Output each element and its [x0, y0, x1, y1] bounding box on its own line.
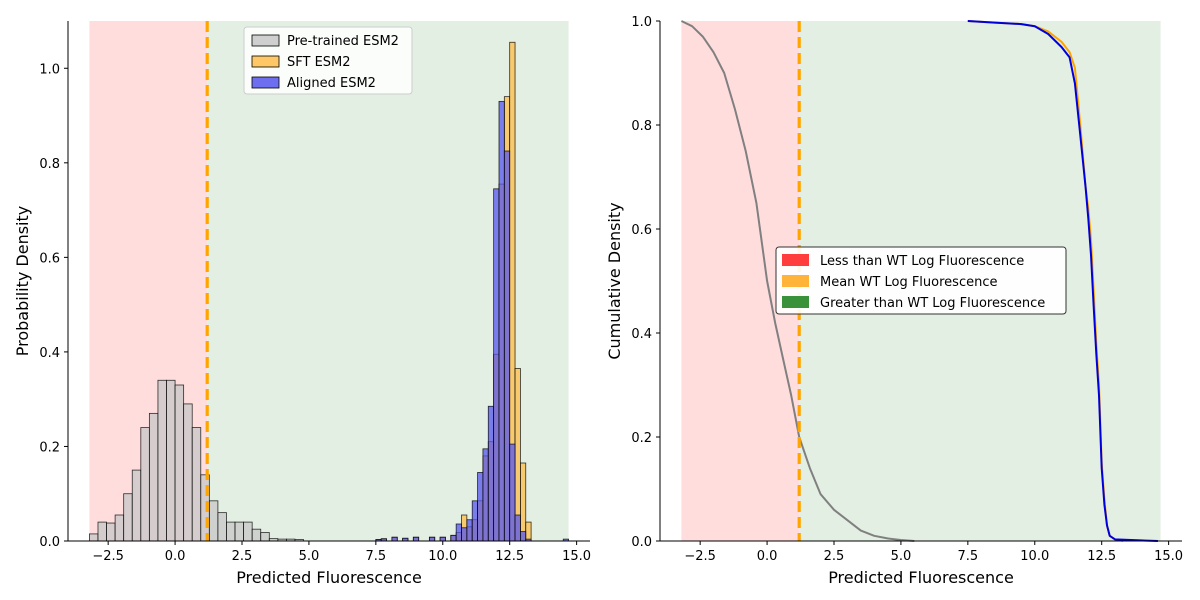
legend-swatch	[251, 55, 280, 68]
cumulative-panel: 0.0 0.2 0.4 0.6 0.8 1.0 −2.5 0.0 2.5 5.0 7.5 10.0 12…	[605, 15, 1183, 587]
y-tick-label: 0.4	[39, 346, 60, 361]
y-tick-label: 1.0	[39, 62, 60, 77]
y-axis-label: Cumulative Density	[605, 202, 624, 359]
legend-swatch	[251, 76, 280, 89]
x-tick-label: 5.0	[891, 549, 912, 564]
x-tick-label: 12.5	[495, 549, 524, 564]
y-tick-label: 0.0	[631, 535, 652, 550]
histogram-bar	[106, 522, 116, 542]
histogram-bar	[89, 533, 99, 542]
histogram-bar	[131, 469, 142, 542]
y-axis-label: Probability Density	[13, 206, 32, 357]
x-tick-label: 0.0	[165, 549, 186, 564]
histogram-panel: 0.0 0.2 0.4 0.6 0.8 1.0 −2.5 0.0 2.5 5.0 7.5 10.0 12…	[13, 21, 591, 587]
legend-frame	[775, 246, 1067, 315]
x-tick-label: 0.0	[757, 549, 778, 564]
histogram-bar	[140, 427, 150, 542]
histogram-bar	[243, 521, 253, 542]
legend-label: Mean WT Log Fluorescence	[820, 275, 997, 290]
histogram-bar	[260, 532, 270, 542]
histogram-bar	[439, 536, 446, 542]
y-tick-label: 0.8	[631, 119, 652, 134]
legend: Less than WT Log Fluorescence Mean WT Log…	[775, 246, 1067, 315]
histogram-bar	[412, 536, 420, 542]
y-tick-label: 0.0	[39, 535, 60, 550]
x-tick-label: 10.0	[1020, 549, 1049, 564]
histogram-bar	[477, 472, 484, 542]
histogram-bar	[498, 100, 505, 542]
histogram-bar	[461, 527, 468, 542]
histogram-bar	[217, 512, 227, 542]
histogram-bar	[471, 500, 478, 542]
x-axis-label: Predicted Fluorescence	[828, 568, 1014, 587]
x-tick-label: 12.5	[1087, 549, 1116, 564]
x-tick-label: 15.0	[1154, 549, 1183, 564]
x-axis-label: Predicted Fluorescence	[236, 568, 422, 587]
histogram-bar	[114, 514, 125, 542]
histogram-bar	[391, 536, 398, 542]
histogram-bar	[157, 379, 167, 542]
y-tick-label: 0.2	[39, 440, 60, 455]
histogram-bar	[234, 521, 245, 542]
histogram-bar	[208, 500, 219, 542]
x-tick-label: 10.0	[428, 549, 457, 564]
x-tick-label: 5.0	[299, 549, 320, 564]
x-tick-label: 15.0	[562, 549, 591, 564]
y-tick-label: 1.0	[631, 15, 652, 30]
histogram-bar	[520, 462, 527, 542]
cdf-line-pre-trained-esm2	[680, 20, 915, 542]
cdf-line-aligned-esm2	[967, 20, 1158, 542]
legend: Pre-trained ESM2 SFT ESM2 Aligned ESM2	[243, 26, 413, 95]
legend-swatch	[782, 275, 809, 287]
legend-label: SFT ESM2	[287, 55, 351, 70]
histogram-bar	[428, 536, 436, 542]
y-tick-label: 0.4	[631, 327, 652, 342]
y-tick-label: 0.2	[631, 431, 652, 446]
histogram-bar	[520, 531, 527, 542]
y-tick-label: 0.6	[39, 251, 60, 266]
histogram-bar	[166, 379, 176, 542]
histogram-bar	[455, 523, 462, 542]
histogram-bar	[251, 528, 262, 542]
histogram-bar	[148, 412, 159, 542]
legend-frame	[243, 26, 413, 95]
y-tick-label: 0.6	[631, 223, 652, 238]
histogram-bar	[97, 521, 107, 542]
histogram-bar	[514, 514, 521, 542]
x-tick-label: 7.5	[366, 549, 387, 564]
x-tick-label: 2.5	[824, 549, 845, 564]
histogram-bar	[183, 403, 193, 542]
histogram-bar	[191, 427, 202, 542]
legend-swatch	[782, 296, 809, 308]
histogram-bar	[226, 521, 236, 542]
histogram-bar	[174, 384, 185, 542]
legend-label: Pre-trained ESM2	[287, 34, 399, 49]
histogram-bar	[503, 150, 511, 542]
histogram-bar	[482, 448, 489, 542]
legend-label: Greater than WT Log Fluorescence	[820, 296, 1045, 311]
legend-label: Less than WT Log Fluorescence	[820, 254, 1024, 269]
histogram-bar	[487, 405, 495, 542]
histogram-bar	[466, 519, 473, 542]
histogram-bar	[123, 493, 133, 542]
histogram-bar	[450, 534, 457, 542]
legend-swatch	[782, 254, 809, 266]
x-tick-label: −2.5	[92, 549, 124, 564]
histogram-bar	[493, 188, 500, 542]
series-pre-trained-esm2	[89, 379, 304, 542]
histogram-bar	[525, 521, 532, 542]
legend-swatch	[251, 34, 280, 47]
x-tick-label: 7.5	[958, 549, 979, 564]
x-tick-label: −2.5	[684, 549, 716, 564]
y-tick-label: 0.8	[39, 157, 60, 172]
histogram-bar	[509, 443, 516, 542]
x-tick-label: 2.5	[232, 549, 253, 564]
legend-label: Aligned ESM2	[287, 76, 376, 91]
